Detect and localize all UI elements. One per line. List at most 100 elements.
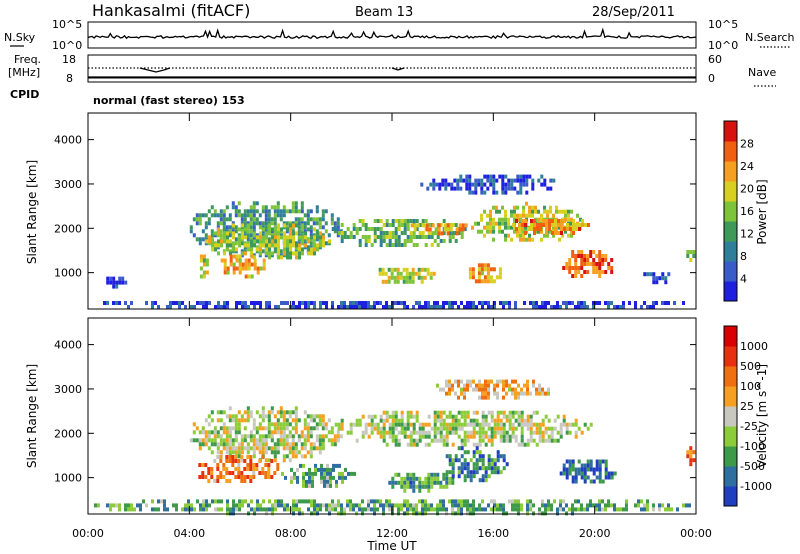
range-cell [282,438,286,443]
range-cell [238,270,242,275]
range-cell [265,511,268,516]
range-cell [358,503,361,508]
range-cell [279,426,283,431]
range-cell [311,471,314,476]
range-cell [448,231,452,235]
range-cell [448,462,452,467]
range-cell [282,422,286,427]
range-cell [388,426,392,431]
range-cell [302,475,305,480]
range-cell [520,414,524,419]
x-axis-ticks: 00:00 04:00 08:00 12:00 16:00 20:00 00:00 [72,113,712,540]
range-cell [556,305,559,309]
range-cell [198,241,202,246]
range-cell [238,262,242,267]
range-cell [496,454,500,459]
range-cell [492,267,496,272]
range-cell [249,475,253,479]
range-cell [529,418,533,423]
range-cell [201,475,205,479]
range-cell [655,276,659,281]
range-cell [340,503,343,508]
range-cell [513,213,516,218]
range-cell [201,237,205,242]
range-cell [222,463,226,467]
range-cell [286,503,289,508]
range-cell [676,507,679,512]
range-cell [382,426,386,431]
range-cell [505,462,509,467]
range-cell [523,383,526,388]
range-cell [300,201,304,206]
range-cell [460,466,464,471]
range-cell [580,274,584,278]
range-cell [428,227,432,232]
range-cell [460,391,463,396]
range-cell [415,235,419,239]
range-cell [532,379,535,384]
range-cell [318,217,322,222]
range-cell [538,430,542,435]
range-cell [577,301,580,305]
range-cell [252,201,256,206]
range-cell [367,499,370,504]
range-cell [436,476,440,481]
range-cell [417,267,421,272]
range-cell [534,209,537,214]
range-cell [484,422,488,427]
range-cell [472,418,476,423]
range-cell [337,426,341,431]
range-cell [198,446,202,451]
range-cell [192,233,196,238]
range-cell [535,430,539,435]
range-cell [490,426,494,431]
range-cell [517,511,520,516]
range-cell [246,463,250,467]
range-cell [664,280,668,285]
range-cell [232,235,235,240]
range-cell [427,472,431,477]
range-cell [394,434,398,439]
range-cell [222,475,226,479]
range-cell [450,182,454,187]
range-cell [298,235,301,240]
range-cell [571,479,575,484]
range-cell [309,245,313,250]
range-cell [325,507,328,512]
range-cell [652,301,655,305]
range-cell [504,186,508,191]
range-cell [486,267,490,272]
range-cell [358,239,362,243]
range-cell [234,446,238,451]
range-cell [430,480,434,485]
range-cell [270,233,274,238]
range-cell [341,471,344,476]
range-cell [331,503,334,508]
range-cell [508,383,511,388]
range-cell [516,174,520,179]
range-cell [545,227,548,231]
range-cell [264,438,268,443]
range-cell [403,422,407,427]
range-cell [231,442,235,447]
range-cell [310,499,313,504]
range-cell [361,305,364,309]
range-cell [373,507,376,512]
range-cell [486,178,490,183]
range-cell [208,503,211,508]
range-cell [458,223,462,228]
range-cell [439,426,443,431]
range-cell [406,442,410,447]
range-cell [262,266,266,271]
range-cell [265,231,268,236]
range-cell [315,438,319,443]
range-cell [580,262,584,266]
range-cell [495,178,499,183]
range-cell [277,255,280,260]
colorbar-tick-label: 28 [740,138,754,151]
range-cell [321,213,325,218]
range-cell [406,507,409,512]
range-cell [607,499,610,504]
range-cell [531,213,534,218]
